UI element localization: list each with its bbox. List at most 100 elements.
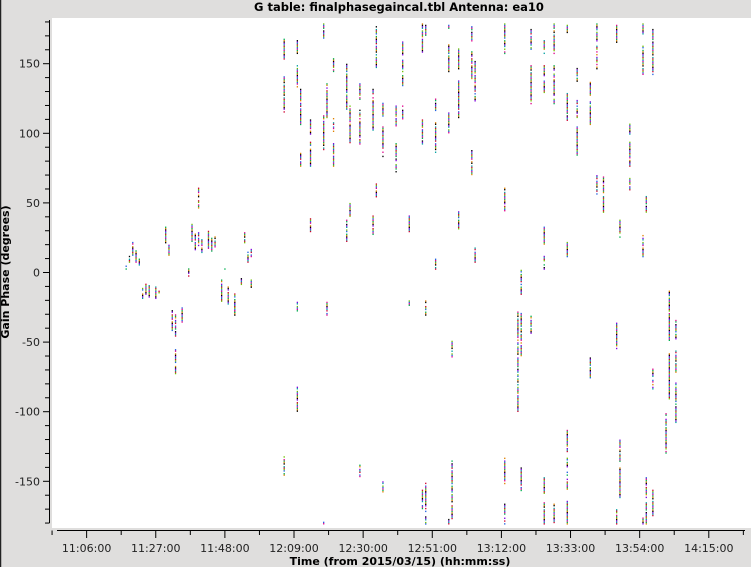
data-point xyxy=(284,41,285,42)
data-point xyxy=(333,60,334,61)
data-point xyxy=(652,515,653,516)
data-point xyxy=(451,488,452,489)
data-point xyxy=(619,221,620,222)
data-point xyxy=(310,131,311,132)
data-point xyxy=(326,314,327,315)
data-point xyxy=(333,151,334,152)
data-point xyxy=(504,192,505,193)
data-point-column xyxy=(458,48,459,69)
data-point xyxy=(402,60,403,61)
data-point xyxy=(458,99,459,100)
data-point xyxy=(471,163,472,164)
data-point xyxy=(629,156,630,157)
data-point xyxy=(372,100,373,101)
data-point xyxy=(346,238,347,239)
data-point xyxy=(521,321,522,322)
data-point xyxy=(652,70,653,71)
data-point xyxy=(596,39,597,40)
data-point xyxy=(435,104,436,105)
data-point xyxy=(544,229,545,230)
data-point xyxy=(333,164,334,165)
data-point xyxy=(142,298,143,299)
data-point xyxy=(652,65,653,66)
data-point xyxy=(310,128,311,129)
data-point xyxy=(471,78,472,79)
y-tick-label: 0 xyxy=(33,267,40,280)
data-point xyxy=(530,80,531,81)
data-point xyxy=(349,135,350,136)
data-point xyxy=(596,176,597,177)
data-point xyxy=(228,296,229,297)
data-point xyxy=(172,311,173,312)
data-point xyxy=(521,289,522,290)
data-point xyxy=(675,367,676,368)
data-point xyxy=(652,74,653,75)
data-point xyxy=(669,326,670,327)
data-point xyxy=(675,382,676,383)
data-point-column xyxy=(448,112,449,133)
data-point xyxy=(474,88,475,89)
data-point xyxy=(310,225,311,226)
data-point xyxy=(228,302,229,303)
data-point xyxy=(471,69,472,70)
data-point xyxy=(359,94,360,95)
data-point xyxy=(175,370,176,371)
data-point xyxy=(652,44,653,45)
data-point xyxy=(567,256,568,257)
data-point xyxy=(458,62,459,63)
data-point xyxy=(376,65,377,66)
data-point-column xyxy=(629,142,630,167)
data-point xyxy=(376,36,377,37)
data-point xyxy=(165,232,166,233)
data-point xyxy=(191,224,192,225)
data-point xyxy=(590,83,591,84)
data-point xyxy=(382,138,383,139)
data-point xyxy=(521,334,522,335)
data-point xyxy=(310,151,311,152)
data-point xyxy=(471,55,472,56)
data-point xyxy=(504,523,505,524)
data-point xyxy=(646,209,647,210)
data-point-column xyxy=(372,215,373,235)
data-point xyxy=(567,437,568,438)
data-point xyxy=(172,323,173,324)
data-point xyxy=(451,497,452,498)
data-point xyxy=(333,126,334,127)
data-point xyxy=(172,330,173,331)
data-point xyxy=(284,50,285,51)
data-point xyxy=(376,64,377,65)
data-point xyxy=(422,36,423,37)
data-point xyxy=(590,112,591,113)
data-point xyxy=(517,392,518,393)
data-point xyxy=(619,455,620,456)
data-point xyxy=(517,316,518,317)
data-point xyxy=(284,108,285,109)
data-point xyxy=(504,33,505,34)
data-point xyxy=(425,502,426,503)
data-point xyxy=(629,149,630,150)
data-point-column xyxy=(642,23,643,34)
data-point xyxy=(376,51,377,52)
data-point xyxy=(310,119,311,120)
data-point-column xyxy=(244,232,245,243)
data-point xyxy=(521,317,522,318)
data-point xyxy=(214,245,215,246)
data-point xyxy=(530,100,531,101)
data-point xyxy=(372,218,373,219)
data-point xyxy=(652,371,653,372)
data-point xyxy=(471,158,472,159)
data-point xyxy=(211,243,212,244)
data-point xyxy=(669,377,670,378)
data-point xyxy=(349,110,350,111)
data-point xyxy=(474,260,475,261)
data-point xyxy=(646,197,647,198)
data-point xyxy=(297,399,298,400)
data-point xyxy=(359,124,360,125)
data-point xyxy=(642,250,643,251)
data-point xyxy=(359,470,360,471)
data-point xyxy=(284,39,285,40)
data-point xyxy=(310,221,311,222)
data-point xyxy=(652,490,653,491)
data-point xyxy=(577,79,578,80)
data-point xyxy=(448,60,449,61)
